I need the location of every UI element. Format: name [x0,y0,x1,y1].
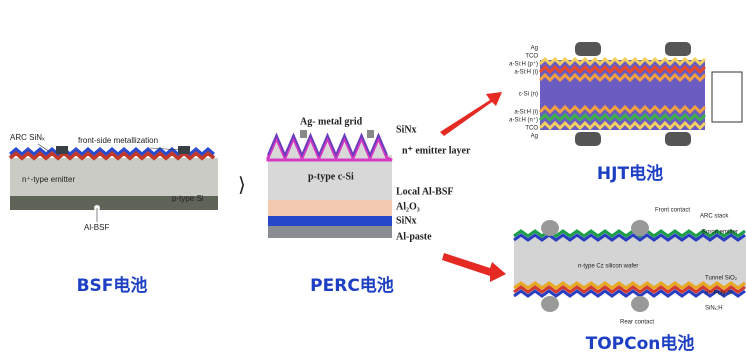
caption: PERC电池 [310,275,394,296]
label: Ag- metal grid [300,116,363,127]
label: n-type Cz silicon wafer [578,264,638,270]
label: p-type c-Si [308,171,354,182]
label: p-type Si [172,194,204,203]
label: Front contact [655,208,690,214]
label: TCO [525,54,538,60]
label: n⁺-type emitter [22,175,75,184]
faint-arrow: ⟩ [238,174,246,196]
label: SiNₓ:H [705,306,723,312]
caption: BSF电池 [77,275,148,296]
arrow [440,92,502,136]
label: Tunnel SiO₂ [705,276,738,282]
label: SiNx [396,215,417,226]
caption: TOPCon电池 [586,333,695,354]
caption: HJT电池 [597,163,663,184]
label: Local Al-BSF [396,186,454,197]
label: SiNx [396,124,417,135]
label: Ag [531,46,538,52]
arrow [442,253,506,282]
page: {"bsf": {"labels": ["ARC SiNₓ", "front-s… [0,0,746,356]
label: Boron emitter [702,230,738,236]
label: c-Si (n) [519,92,538,98]
label: a-Si:H (p⁺) [509,61,538,68]
label: ARC stack [700,214,729,220]
label: a-Si:H (i) [514,110,538,116]
label: Al₂O₃ [396,201,420,212]
label: front-side metallization [78,136,158,145]
label: Ag [531,134,538,140]
label: n⁺ emitter layer [402,145,471,156]
perc-cell [268,130,392,238]
label: n⁺-Poly-Si [705,290,733,297]
label: ARC SiNₓ [10,133,45,142]
label: TCO [525,126,538,132]
label: a-Si:H (i) [514,70,538,76]
label: a-Si:H (n⁺) [509,117,538,124]
label: Rear contact [620,320,654,326]
label: Al-paste [396,231,432,242]
label: Al-BSF [84,223,109,232]
diagram: ARC SiNₓ front-side metallization n⁺-typ… [0,0,746,356]
hjt-cell [540,42,742,146]
